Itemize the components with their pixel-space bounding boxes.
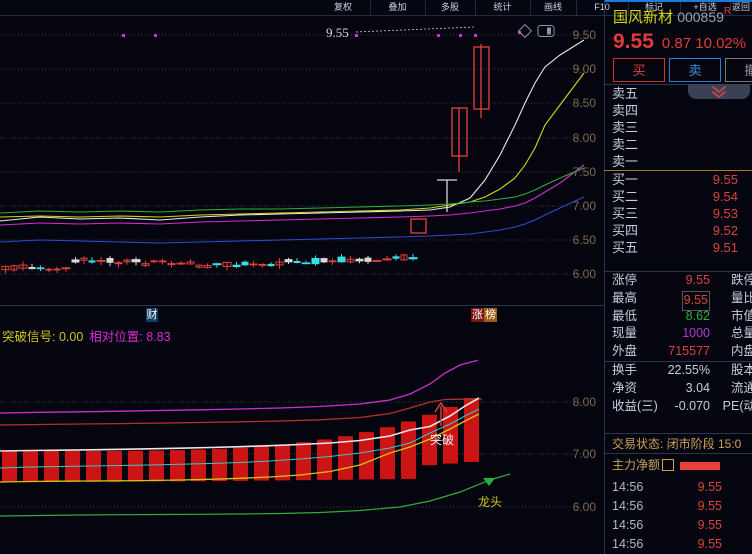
svg-text:突破: 突破: [430, 432, 454, 447]
svg-text:9.55: 9.55: [326, 25, 349, 40]
svg-text:龙头: 龙头: [478, 495, 502, 509]
